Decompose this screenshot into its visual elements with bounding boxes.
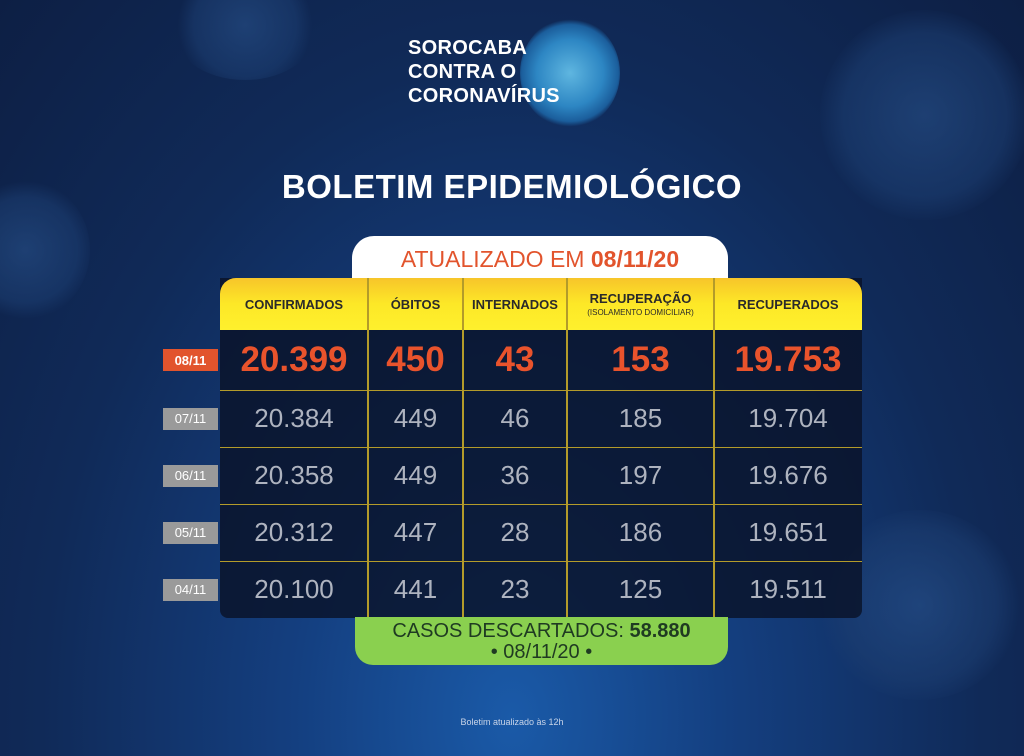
table-cell: 450: [386, 340, 445, 379]
column-header: CONFIRMADOS: [220, 278, 368, 330]
column-divider: [713, 278, 715, 618]
virus-decoration: [170, 0, 320, 80]
row-date-label: 08/11: [163, 349, 218, 371]
table-cell: 186: [618, 517, 663, 547]
column-header: RECUPERADOS: [714, 278, 862, 330]
table-cell: 19.753: [734, 340, 842, 379]
logo: SOROCABA CONTRA O CORONAVÍRUS: [408, 36, 560, 108]
table-header: [220, 278, 862, 330]
column-divider: [367, 278, 369, 618]
table-cell: 449: [393, 460, 438, 490]
virus-decoration: [820, 10, 1024, 220]
footer-note: Boletim atualizado às 12h: [460, 717, 564, 727]
table-cell: 447: [393, 517, 438, 547]
data-table: CONFIRMADOS ÓBITOS INTERNADOS RECUPERAÇÃO (I…: [220, 278, 862, 618]
row-date-label: 05/11: [163, 521, 218, 544]
row-divider: [220, 390, 862, 391]
row-divider: [220, 504, 862, 505]
logo-line: CONTRA O: [408, 61, 517, 83]
table-cell: 23: [500, 574, 530, 604]
column-divider: [462, 278, 464, 618]
discarded-value: 58.880: [629, 620, 691, 642]
column-header: ÓBITOS: [368, 278, 463, 330]
table-cell: 185: [618, 403, 663, 433]
logo-line: CORONAVÍRUS: [408, 85, 560, 107]
table-cell: 28: [500, 517, 530, 547]
row-divider: [220, 561, 862, 562]
discarded-label: CASOS DESCARTADOS:: [392, 620, 624, 642]
table-cell: 19.651: [748, 517, 828, 547]
table-cell: 20.384: [254, 403, 334, 433]
updated-label: ATUALIZADO EM: [400, 246, 585, 272]
table-cell: 19.676: [748, 460, 828, 490]
table-cell: 20.312: [254, 517, 334, 547]
logo-line: SOROCABA: [408, 37, 528, 59]
discarded-date: • 08/11/20 •: [490, 641, 593, 663]
page-title: BOLETIM EPIDEMIOLÓGICO: [281, 168, 743, 205]
row-date-label: 06/11: [163, 464, 218, 487]
discarded-cases-box: CASOS DESCARTADOS: 58.880 • 08/11/20 •: [355, 617, 728, 665]
table-cell: 153: [611, 340, 670, 379]
row-divider: [220, 447, 862, 448]
table-cell: 20.399: [240, 340, 348, 379]
column-header-label: RECUPERAÇÃO: [589, 291, 692, 306]
column-header: RECUPERAÇÃO (ISOLAMENTO DOMICILIAR): [567, 278, 714, 330]
table-cell: 441: [393, 574, 438, 604]
table-cell: 20.100: [254, 574, 334, 604]
updated-banner: ATUALIZADO EM 08/11/20: [352, 236, 728, 282]
table-cell: 20.358: [254, 460, 334, 490]
table-cell: 19.704: [748, 403, 828, 433]
column-header-label: INTERNADOS: [472, 296, 558, 312]
table-cell: 43: [495, 340, 535, 379]
table-cell: 125: [618, 574, 663, 604]
virus-logo-icon: [520, 18, 620, 128]
column-divider: [566, 278, 568, 618]
column-header-label: RECUPERADOS: [737, 296, 839, 312]
column-header-sublabel: (ISOLAMENTO DOMICILIAR): [587, 308, 694, 317]
table-cell: 449: [393, 403, 438, 433]
row-date-label: 04/11: [163, 578, 218, 601]
column-header-label: CONFIRMADOS: [244, 296, 344, 312]
table-cell: 19.511: [749, 574, 827, 604]
column-header: INTERNADOS: [463, 278, 567, 330]
table-cell: 46: [500, 403, 530, 433]
table-cell: 36: [500, 460, 530, 490]
updated-date: 08/11/20: [590, 246, 680, 272]
row-date-label: 07/11: [163, 407, 218, 430]
column-header-label: ÓBITOS: [390, 296, 441, 312]
table-cell: 197: [618, 460, 663, 490]
